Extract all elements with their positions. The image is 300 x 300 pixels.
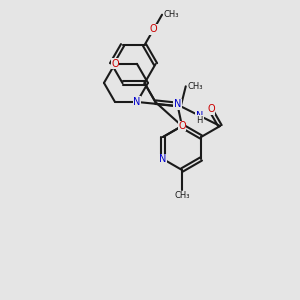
Text: N: N <box>133 97 141 107</box>
Text: CH₃: CH₃ <box>163 10 178 19</box>
Text: O: O <box>207 104 215 114</box>
Text: O: O <box>178 121 186 131</box>
Text: N: N <box>196 111 203 121</box>
Text: N: N <box>159 154 167 164</box>
Text: H: H <box>196 116 203 125</box>
Text: CH₃: CH₃ <box>188 82 203 91</box>
Text: O: O <box>150 24 158 34</box>
Text: N: N <box>174 100 181 110</box>
Text: CH₃: CH₃ <box>174 191 190 200</box>
Text: O: O <box>111 59 119 69</box>
